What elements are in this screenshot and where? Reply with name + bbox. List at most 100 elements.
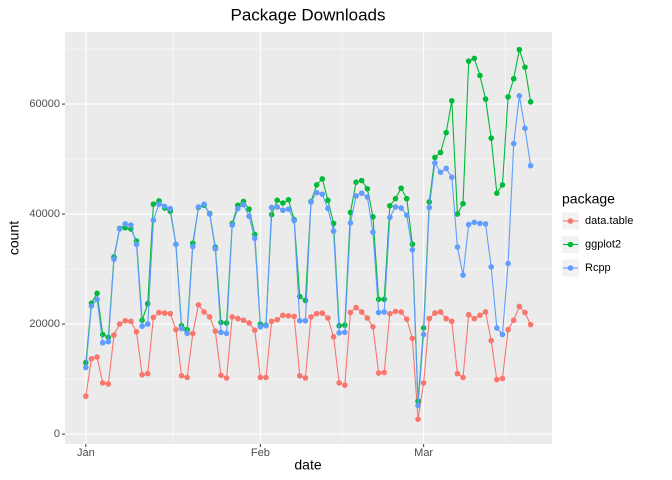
data-point: [460, 200, 466, 207]
data-point: [167, 310, 174, 317]
data-point: [246, 206, 252, 212]
data-point: [375, 296, 382, 303]
data-point: [218, 319, 224, 326]
data-point: [342, 382, 348, 388]
data-point: [392, 204, 399, 210]
data-point: [263, 374, 269, 381]
data-point: [229, 314, 236, 320]
data-point: [415, 416, 421, 423]
data-point: [128, 318, 134, 325]
data-point: [387, 310, 393, 317]
data-point: [144, 370, 151, 377]
data-point: [488, 264, 494, 270]
data-point: [454, 370, 461, 377]
data-point: [88, 355, 95, 362]
data-point: [381, 309, 388, 315]
data-point: [488, 135, 494, 141]
y-tick-label: 0: [54, 428, 60, 440]
data-point: [161, 310, 168, 316]
data-point: [409, 241, 416, 248]
data-point: [268, 318, 275, 325]
y-tick-label: 20000: [29, 318, 60, 330]
legend-swatch: [567, 218, 574, 224]
data-point: [274, 197, 281, 204]
data-point: [364, 315, 371, 321]
data-point: [415, 402, 421, 409]
data-point: [302, 297, 309, 304]
data-point: [94, 290, 100, 297]
x-axis-title: date: [294, 457, 321, 473]
data-point: [437, 149, 444, 156]
data-point: [94, 296, 100, 303]
data-point: [116, 226, 123, 232]
data-point: [499, 182, 506, 188]
chart-title: Package Downloads: [231, 5, 386, 24]
data-point: [409, 247, 416, 253]
data-point: [218, 329, 224, 336]
data-point: [347, 309, 354, 316]
data-point: [212, 245, 219, 252]
data-point: [392, 195, 399, 202]
data-point: [381, 369, 388, 376]
data-point: [99, 380, 106, 386]
data-point: [195, 302, 202, 308]
data-point: [432, 310, 438, 316]
data-point: [274, 316, 281, 323]
data-point: [342, 329, 348, 336]
data-point: [156, 201, 162, 207]
data-point: [313, 189, 320, 196]
data-point: [505, 94, 511, 100]
data-point: [448, 318, 455, 325]
data-point: [353, 193, 359, 199]
data-point: [370, 214, 376, 220]
data-point: [353, 179, 359, 185]
data-point: [268, 204, 275, 211]
data-point: [336, 380, 342, 386]
data-point: [184, 330, 190, 337]
data-point: [471, 219, 478, 226]
data-point: [465, 311, 472, 318]
data-point: [403, 316, 410, 322]
data-point: [448, 97, 455, 104]
data-point: [499, 375, 506, 382]
data-point: [128, 222, 134, 228]
data-point: [178, 372, 185, 379]
data-point: [516, 303, 523, 310]
data-point: [173, 326, 179, 333]
data-point: [144, 321, 151, 327]
data-point: [105, 338, 112, 345]
data-point: [454, 211, 461, 217]
data-point: [364, 194, 371, 200]
data-point: [403, 212, 410, 218]
data-point: [201, 201, 207, 207]
data-point: [505, 260, 511, 267]
data-point: [319, 191, 326, 198]
data-point: [296, 372, 303, 379]
data-point: [122, 317, 129, 324]
data-point: [308, 314, 314, 320]
data-point: [482, 221, 489, 227]
data-point: [510, 140, 517, 147]
data-point: [375, 309, 382, 316]
data-point: [235, 315, 241, 322]
data-point: [105, 381, 112, 387]
data-point: [218, 372, 224, 379]
data-point: [190, 243, 196, 250]
data-point: [285, 313, 292, 319]
data-point: [494, 190, 500, 196]
data-point: [229, 222, 236, 228]
x-tick-label: Feb: [251, 447, 270, 459]
data-point: [358, 177, 365, 184]
legend-swatch: [567, 241, 574, 248]
data-point: [308, 199, 314, 205]
data-point: [398, 309, 404, 315]
data-point: [426, 315, 433, 322]
y-tick-label: 60000: [29, 98, 60, 110]
data-point: [167, 205, 174, 212]
data-point: [527, 99, 534, 105]
data-point: [150, 201, 157, 207]
data-point: [94, 354, 100, 360]
data-point: [477, 72, 483, 79]
data-point: [246, 320, 252, 326]
data-point: [319, 310, 326, 316]
